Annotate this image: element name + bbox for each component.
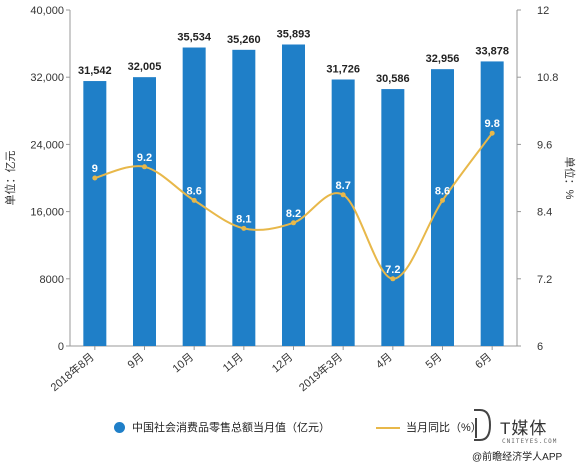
y-left-tick-label: 32,000 <box>30 72 64 84</box>
legend-label-line: 当月同比（%） <box>406 422 482 434</box>
x-tick-label: 12月 <box>270 351 296 375</box>
bar <box>480 61 504 346</box>
legend: 中国社会消费品零售总额当月值（亿元） 当月同比（%） <box>114 418 482 440</box>
bar <box>331 79 355 347</box>
bar <box>83 81 107 346</box>
x-tick-label: 4月 <box>374 351 395 371</box>
x-tick-label: 6月 <box>473 351 494 371</box>
yoy-point <box>390 276 396 282</box>
brand-url: CNITEYES.COM <box>502 438 558 445</box>
bar-value-label: 30,586 <box>376 73 410 85</box>
bar-value-label: 35,534 <box>177 32 212 44</box>
x-tick-label: 10月 <box>171 351 197 375</box>
x-tick-label: 2019年3月 <box>296 350 345 395</box>
bar <box>282 44 305 346</box>
y-left-tick-label: 16,000 <box>30 207 64 219</box>
yoy-point <box>142 164 147 170</box>
y-left-tick-label: 40,000 <box>30 5 64 17</box>
bar <box>431 69 454 346</box>
y-right-tick-label: 9.6 <box>537 139 552 151</box>
yoy-value-label: 9.8 <box>485 118 500 130</box>
yoy-value-label: 8.6 <box>187 185 202 197</box>
y-right-tick-label: 10.8 <box>537 72 558 84</box>
x-tick-label: 11月 <box>221 351 246 375</box>
yoy-value-label: 8.7 <box>336 180 351 192</box>
bar <box>232 49 256 346</box>
bar <box>381 89 405 346</box>
y-left-tick-label: 24,000 <box>30 139 64 151</box>
y-left-tick-label: 0 <box>58 341 64 353</box>
y-right-tick-label: 7.2 <box>537 274 552 286</box>
x-tick-label: 2018年8月 <box>47 350 96 395</box>
x-tick-label: 5月 <box>424 351 445 371</box>
yoy-line <box>94 132 493 280</box>
bar-value-label: 31,542 <box>78 65 112 77</box>
legend-item-bar: 中国社会消费品零售总额当月值（亿元） <box>114 418 330 438</box>
bar <box>182 47 206 346</box>
legend-item-line: 当月同比（%） <box>376 418 482 438</box>
y-right-axis-title: 单位：% <box>563 157 577 200</box>
yoy-value-label: 8.1 <box>236 213 251 225</box>
yoy-value-label: 9.2 <box>137 152 152 164</box>
yoy-value-label: 8.2 <box>286 208 301 220</box>
yoy-point <box>489 130 495 136</box>
yoy-value-label: 7.2 <box>385 264 400 276</box>
yoy-value-label: 8.6 <box>435 185 450 197</box>
yoy-value-label: 9 <box>92 163 98 175</box>
brand-sub: @前瞻经济学人APP <box>472 452 563 463</box>
brand-name: T媒体 <box>500 419 548 438</box>
bar <box>133 77 156 347</box>
legend-swatch-line <box>376 427 400 429</box>
y-left-axis-title: 单位：亿元 <box>3 151 17 206</box>
yoy-point <box>241 225 247 231</box>
yoy-point <box>191 197 197 203</box>
y-right-tick-label: 12 <box>537 5 549 17</box>
bar-value-label: 32,005 <box>128 61 162 73</box>
y-right-tick-label: 8.4 <box>537 207 552 219</box>
y-right-tick-label: 6 <box>537 341 543 353</box>
legend-swatch-bar <box>114 422 125 433</box>
yoy-point <box>440 197 445 203</box>
yoy-point <box>92 175 98 181</box>
yoy-point <box>291 220 296 226</box>
y-left-tick-label: 8000 <box>40 274 64 286</box>
yoy-point <box>340 192 346 198</box>
brand-watermark: T媒体 CNITEYES.COM @前瞻经济学人APP <box>470 408 580 463</box>
bar-value-label: 35,893 <box>277 28 311 40</box>
legend-label-bar: 中国社会消费品零售总额当月值（亿元） <box>132 422 330 434</box>
brand-logo-icon <box>474 409 492 441</box>
bar-value-label: 31,726 <box>326 64 360 76</box>
x-tick-label: 9月 <box>126 351 147 371</box>
bar-value-label: 32,956 <box>426 53 460 65</box>
bar-value-label: 35,260 <box>227 34 261 46</box>
bar-value-label: 33,878 <box>475 45 509 57</box>
